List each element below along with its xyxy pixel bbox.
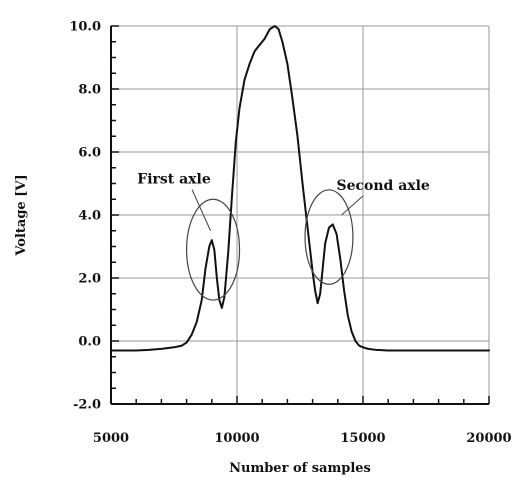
y-axis-title: Voltage [V] [14,174,29,256]
y-tick-label-3: 4.0 [78,209,101,224]
x-axis-title: Number of samples [229,461,371,476]
series-lines [110,25,490,352]
annotation-circle-0 [186,198,241,301]
y-tick-label-4: 6.0 [78,146,101,161]
x-tick-label-0: 5000 [93,431,129,446]
annotation-leader-0 [191,189,211,231]
x-tick-label-2: 15000 [340,431,385,446]
y-tick-label-5: 8.0 [78,83,101,98]
series-line-0 [110,25,490,352]
annotation-label-1: Second axle [336,178,429,194]
x-tick-label-1: 10000 [214,431,259,446]
tick-labels: -2.0 0.0 2.0 4.0 6.0 8.0 10.0 5000 10000 15000 200… [69,20,511,447]
y-tick-label-2: 2.0 [78,272,101,287]
annotations: First axle Second axle [137,172,430,301]
y-tick-label-6: 10.0 [69,20,101,35]
y-tick-label-1: 0.0 [78,335,101,350]
y-tick-label-0: -2.0 [73,398,101,413]
annotation-leader-1 [341,195,364,216]
annotation-circle-1 [304,189,354,285]
x-tick-label-3: 20000 [466,431,511,446]
annotation-label-0: First axle [137,172,211,188]
ticks [110,25,490,405]
